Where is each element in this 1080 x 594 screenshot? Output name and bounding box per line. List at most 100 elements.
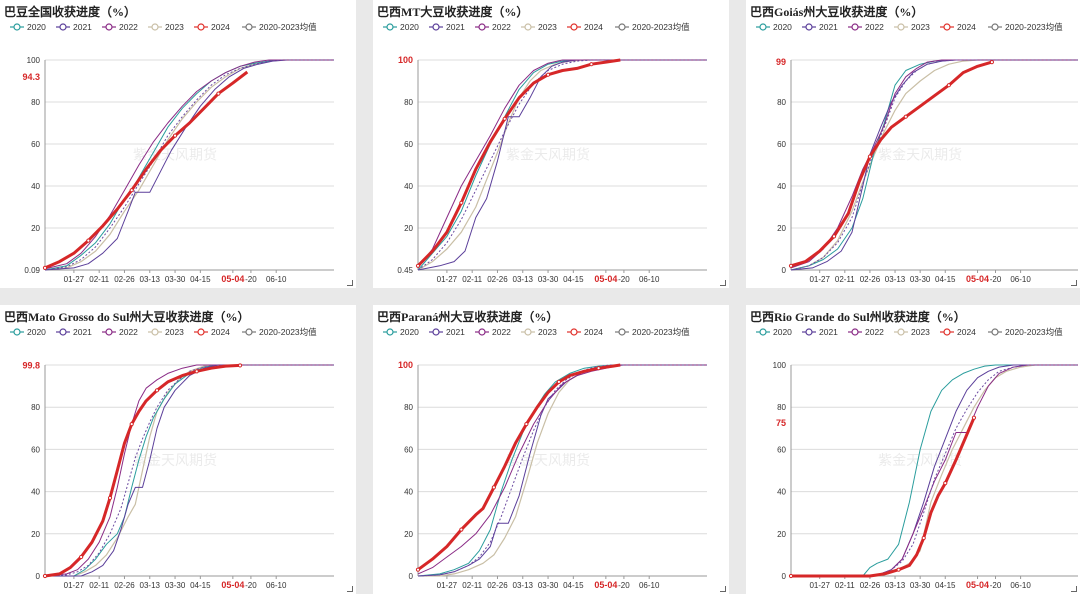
series-line-2022	[44, 364, 334, 577]
legend-item[interactable]: 2023	[148, 327, 184, 337]
series-line-2020-2023均值	[417, 59, 707, 271]
legend-item[interactable]: 2020-2023均值	[242, 22, 317, 32]
legend-item[interactable]: 2020-2023均值	[615, 327, 690, 337]
legend-label: 2021	[446, 327, 465, 337]
legend-label: 2020	[27, 22, 46, 32]
legend-item[interactable]: 2020-2023均值	[988, 22, 1063, 32]
legend-marker-icon	[991, 328, 999, 336]
legend-marker-icon	[13, 328, 21, 336]
x-tick-label: 04-15	[563, 275, 584, 284]
data-point	[831, 234, 837, 239]
x-tick-label: 06-10	[639, 275, 660, 284]
legend-label: 2020	[773, 327, 792, 337]
legend-item[interactable]: 2021	[56, 327, 92, 337]
legend-item[interactable]: 2024	[567, 22, 603, 32]
x-tick-label: -20	[245, 275, 257, 284]
legend-item[interactable]: 2020	[383, 327, 419, 337]
legend-marker-icon	[386, 23, 394, 31]
y-tick-label: 60	[404, 140, 413, 149]
y-tick-label: 60	[404, 445, 413, 454]
data-point	[107, 495, 113, 501]
legend-item[interactable]: 2022	[848, 327, 884, 337]
legend-item[interactable]: 2022	[475, 327, 511, 337]
chart-svg-ms: 2020 2021 2022 2023 2024 2020-2023均值 0 20 40 60 80…	[10, 327, 334, 590]
legend-item[interactable]: 2024	[567, 327, 603, 337]
legend-item[interactable]: 2022	[848, 22, 884, 32]
legend-label: 2020-2023均值	[632, 22, 690, 32]
legend-marker-icon	[851, 23, 859, 31]
x-tick-label: 03-30	[910, 275, 931, 284]
chart-panel-mt: 2020 2021 2022 2023 2024 2020-2023均值 0.45 20 40 6…	[373, 0, 729, 288]
legend-item[interactable]: 2023	[894, 22, 930, 32]
x-tick-label: 01-27	[437, 581, 458, 590]
legend-item[interactable]: 2020	[383, 22, 419, 32]
legend-item[interactable]: 2021	[802, 22, 838, 32]
legend-item[interactable]: 2024	[940, 327, 976, 337]
y-tick-label: 0	[782, 572, 787, 581]
x-tick-label-highlight: 05-04	[966, 580, 989, 590]
legend-item[interactable]: 2024	[940, 22, 976, 32]
legend-item[interactable]: 2022	[475, 22, 511, 32]
legend-item[interactable]: 2020	[10, 327, 46, 337]
x-tick-label: 06-10	[266, 275, 287, 284]
series-line-2020	[44, 59, 334, 271]
legend-item[interactable]: 2020	[756, 22, 792, 32]
data-point	[237, 363, 243, 368]
y-tick-label: 60	[777, 445, 786, 454]
chart-svg-goias: 2020 2021 2022 2023 2024 2020-2023均值 0 20 40 60 80…	[756, 22, 1078, 284]
legend-item[interactable]: 2021	[802, 327, 838, 337]
legend-item[interactable]: 2023	[521, 327, 557, 337]
legend-item[interactable]: 2021	[56, 22, 92, 32]
data-point	[459, 527, 464, 532]
legend-item[interactable]: 2023	[521, 22, 557, 32]
x-tick-label: 04-15	[190, 581, 211, 590]
y-tick-label: 80	[31, 98, 40, 107]
legend-item[interactable]: 2020-2023均值	[242, 327, 317, 337]
series-line-2024	[791, 417, 976, 578]
legend-item[interactable]: 2020	[10, 22, 46, 32]
legend-label: 2020-2023均值	[632, 327, 690, 337]
legend-marker-icon	[151, 23, 159, 31]
x-tick-label: 03-13	[885, 275, 906, 284]
legend-label: 2020-2023均值	[259, 22, 317, 32]
legend-item[interactable]: 2023	[894, 327, 930, 337]
x-tick-label: 04-15	[935, 581, 956, 590]
legend-label: 2022	[492, 327, 511, 337]
y-tick-label: 40	[31, 488, 40, 497]
series-line-2024	[417, 363, 621, 571]
legend-item[interactable]: 2022	[102, 327, 138, 337]
legend-marker-icon	[570, 23, 578, 31]
legend-label: 2023	[538, 327, 557, 337]
legend-marker-icon	[943, 328, 951, 336]
series-line-2023	[790, 59, 1078, 271]
chart-title-national: 巴豆全国收获进度（%）	[4, 5, 137, 19]
legend-marker-icon	[59, 328, 67, 336]
legend-marker-icon	[618, 23, 626, 31]
legend-item[interactable]: 2024	[194, 22, 230, 32]
data-point	[788, 573, 794, 579]
legend-item[interactable]: 2023	[148, 22, 184, 32]
series-line-2021	[44, 59, 334, 271]
x-tick-label-highlight: 05-04	[594, 274, 617, 284]
data-point	[415, 263, 421, 268]
series-line-2024	[44, 70, 249, 270]
legend-item[interactable]: 2021	[429, 22, 465, 32]
legend-marker-icon	[13, 23, 21, 31]
legend-item[interactable]: 2024	[194, 327, 230, 337]
x-tick-label: 03-30	[165, 275, 186, 284]
legend-item[interactable]: 2021	[429, 327, 465, 337]
legend-marker-icon	[897, 328, 905, 336]
legend-item[interactable]: 2022	[102, 22, 138, 32]
legend-item[interactable]: 2020	[756, 327, 792, 337]
data-point	[989, 60, 994, 65]
y-tick-label: 40	[777, 488, 786, 497]
y-tick-label: 60	[31, 445, 40, 454]
series-line-2022	[417, 364, 707, 575]
data-point	[172, 133, 178, 138]
y-tick-label: 20	[777, 530, 786, 539]
x-tick-label: 04-15	[935, 275, 956, 284]
legend-marker-icon	[432, 23, 440, 31]
legend-item[interactable]: 2020-2023均值	[988, 327, 1063, 337]
legend-item[interactable]: 2020-2023均值	[615, 22, 690, 32]
x-tick-label: -20	[618, 581, 630, 590]
